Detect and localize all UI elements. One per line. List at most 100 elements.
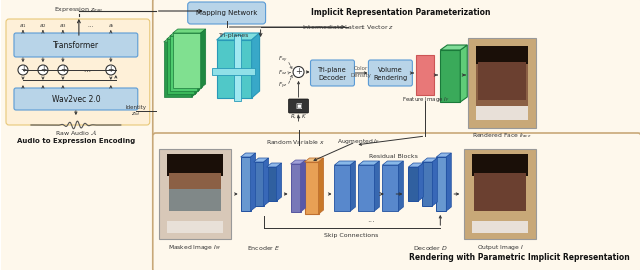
Polygon shape (267, 163, 282, 167)
Bar (472, 154, 528, 176)
Text: +: + (40, 66, 46, 75)
Text: Mapping Network: Mapping Network (196, 10, 257, 16)
FancyBboxPatch shape (14, 88, 138, 110)
Text: $z_{id}$: $z_{id}$ (131, 110, 140, 118)
Polygon shape (164, 38, 196, 42)
Circle shape (18, 65, 28, 75)
Text: Decoder: Decoder (319, 75, 346, 81)
Bar (167, 221, 223, 233)
Bar (159, 149, 230, 239)
FancyBboxPatch shape (14, 33, 138, 57)
Polygon shape (217, 33, 260, 40)
Text: +: + (108, 66, 114, 75)
Bar (408, 167, 419, 201)
Bar (476, 46, 528, 64)
Polygon shape (433, 158, 437, 206)
Bar (474, 173, 526, 211)
Polygon shape (264, 158, 269, 206)
Polygon shape (408, 163, 423, 167)
Text: Skip Connections: Skip Connections (324, 234, 379, 238)
Polygon shape (319, 158, 323, 214)
Text: Rendered Face $I_{face}$: Rendered Face $I_{face}$ (472, 131, 532, 140)
Polygon shape (301, 160, 305, 212)
FancyBboxPatch shape (188, 2, 266, 24)
FancyBboxPatch shape (153, 0, 640, 138)
Polygon shape (276, 163, 282, 201)
Text: Audio to Expression Encoding: Audio to Expression Encoding (17, 138, 135, 144)
Polygon shape (291, 160, 305, 164)
Text: $\cdots$: $\cdots$ (83, 67, 91, 73)
Bar (169, 173, 221, 203)
Bar (167, 154, 223, 176)
FancyBboxPatch shape (369, 60, 412, 86)
Bar (478, 62, 526, 100)
Text: Random Variable $x$: Random Variable $x$ (266, 138, 325, 146)
Polygon shape (460, 45, 467, 102)
Text: $\cdots$: $\cdots$ (88, 23, 94, 29)
Bar (241, 157, 251, 211)
Polygon shape (335, 161, 355, 165)
Polygon shape (440, 45, 467, 50)
Text: Tri-plane: Tri-plane (318, 67, 347, 73)
FancyBboxPatch shape (153, 133, 640, 270)
Bar (476, 46, 528, 116)
Polygon shape (358, 161, 380, 165)
Bar (383, 165, 398, 211)
Text: Tri-planes: Tri-planes (220, 33, 250, 39)
Text: $a_i$: $a_i$ (108, 22, 114, 30)
Bar (167, 39, 195, 94)
FancyBboxPatch shape (6, 19, 150, 125)
Text: Color: Color (353, 66, 367, 70)
FancyBboxPatch shape (310, 60, 355, 86)
Bar (472, 221, 528, 233)
Polygon shape (173, 29, 205, 33)
Polygon shape (234, 35, 241, 101)
Text: $F_{xz}$: $F_{xz}$ (278, 69, 287, 77)
Bar (305, 162, 319, 214)
Text: Expression $z_{exp}$: Expression $z_{exp}$ (54, 6, 104, 16)
Bar (169, 189, 221, 211)
Text: Rendering: Rendering (373, 75, 408, 81)
Text: Output Image $I$: Output Image $I$ (477, 242, 524, 251)
Bar (358, 165, 374, 211)
Bar (253, 162, 264, 206)
Text: Feature Image $I_F$: Feature Image $I_F$ (401, 96, 449, 104)
Circle shape (58, 65, 68, 75)
Bar (164, 42, 192, 97)
FancyBboxPatch shape (0, 0, 157, 270)
Text: Wav2vec 2.0: Wav2vec 2.0 (52, 94, 100, 103)
Text: Volume: Volume (378, 67, 403, 73)
Polygon shape (305, 158, 323, 162)
Text: Identity: Identity (125, 106, 147, 110)
Text: $a_1$: $a_1$ (19, 22, 27, 30)
Bar (440, 50, 460, 102)
Bar (464, 149, 536, 239)
Polygon shape (251, 153, 255, 211)
FancyBboxPatch shape (289, 99, 308, 113)
Bar (335, 165, 351, 211)
Polygon shape (383, 161, 403, 165)
Bar (436, 157, 446, 211)
Polygon shape (253, 158, 269, 162)
Polygon shape (241, 153, 255, 157)
Text: Residual Blocks: Residual Blocks (369, 154, 418, 160)
Bar (267, 167, 276, 201)
Polygon shape (195, 35, 200, 94)
Text: Masked Image $I_M$: Masked Image $I_M$ (168, 242, 221, 251)
Text: Intermediate Latent Vector $z$: Intermediate Latent Vector $z$ (302, 23, 394, 31)
Circle shape (38, 65, 48, 75)
Polygon shape (446, 153, 451, 211)
Text: $F_{yz}$: $F_{yz}$ (278, 81, 287, 91)
Text: Encoder $E$: Encoder $E$ (247, 244, 280, 252)
Polygon shape (201, 29, 205, 88)
Bar (291, 164, 301, 212)
Text: $a_3$: $a_3$ (59, 22, 67, 30)
Polygon shape (374, 161, 380, 211)
Bar (417, 55, 435, 95)
Text: Density: Density (350, 73, 371, 77)
Polygon shape (167, 35, 200, 39)
Polygon shape (170, 32, 203, 36)
Polygon shape (398, 161, 403, 211)
Polygon shape (198, 32, 203, 91)
Bar (173, 33, 201, 88)
